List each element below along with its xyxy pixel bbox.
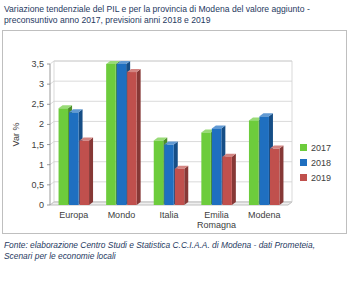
category-label-line: Europa [59, 210, 88, 220]
bar-side [137, 69, 141, 205]
bar-top [270, 146, 284, 149]
tick [47, 205, 50, 206]
bar-top [127, 69, 140, 72]
tick [47, 104, 50, 105]
tick [47, 184, 50, 185]
tick-label: 1 [39, 160, 44, 170]
bar [222, 157, 232, 205]
tick [47, 164, 50, 165]
category-label: Modena [248, 210, 281, 220]
bar [175, 169, 185, 205]
tick [47, 144, 50, 145]
category-label-line: Emilia [204, 210, 229, 220]
bar-top [212, 125, 226, 128]
bar-top [117, 61, 130, 64]
bar [201, 132, 211, 205]
category-label: Europa [59, 210, 88, 220]
category-label-line: Romagna [197, 220, 236, 230]
tick-label: 2,5 [31, 99, 44, 109]
tick-label: 2 [39, 119, 44, 129]
grid-line [50, 101, 292, 104]
bar [59, 108, 69, 205]
grid-line [50, 61, 292, 64]
bar-side [232, 154, 236, 205]
legend-label: 2018 [311, 158, 331, 168]
tick [47, 84, 50, 85]
tick [47, 64, 50, 65]
bar-side [89, 138, 93, 205]
legend-swatch [300, 144, 307, 151]
bar [69, 112, 79, 205]
tick-label: 0 [39, 200, 44, 210]
bars [59, 61, 284, 205]
bar [164, 145, 174, 205]
bar [154, 141, 164, 205]
legend-label: 2019 [311, 173, 331, 183]
legend-swatch [300, 159, 307, 166]
y-axis [50, 64, 51, 205]
grid-line [50, 81, 292, 84]
category-label: Italia [159, 210, 178, 220]
bar [106, 64, 116, 205]
bar-top [154, 138, 168, 141]
category-label: Mondo [108, 210, 136, 220]
bar-side [279, 146, 283, 205]
bar-top [259, 113, 273, 116]
category-label-line: Mondo [108, 210, 136, 220]
bar-top [69, 109, 83, 112]
bar [117, 64, 127, 205]
source: Fonte: elaborazione Centro Studi e Stati… [4, 240, 344, 262]
tick-label: 1,5 [31, 140, 44, 150]
chart: 0 0,5 1 1,5 2 2,5 3 3,5 Var % Europa Mondo Italia Em… [0, 0, 350, 284]
category-label: EmiliaRomagna [197, 210, 236, 230]
tick-label: 0,5 [31, 180, 44, 190]
tick-label: 3 [39, 79, 44, 89]
bar-top [59, 105, 73, 108]
page: {"chart_data": {"type": "bar", "title": … [0, 0, 350, 284]
chart-frame [3, 31, 347, 234]
bar-side [184, 166, 188, 205]
bar [80, 141, 90, 205]
bar [259, 116, 269, 205]
y-axis-label: Var % [11, 123, 21, 147]
title: Variazione tendenziale del PIL e per la … [4, 4, 334, 26]
tick [47, 124, 50, 125]
bar-top [222, 154, 236, 157]
bar [270, 149, 280, 205]
legend-label: 2017 [311, 143, 331, 153]
category-label-line: Italia [159, 210, 178, 220]
bar-top [175, 166, 189, 169]
category-label-line: Modena [248, 210, 281, 220]
bar [127, 72, 136, 205]
bar-top [80, 138, 94, 141]
legend-swatch [300, 174, 307, 181]
bar [212, 128, 222, 205]
bar-top [164, 142, 178, 145]
tick-label: 3,5 [31, 59, 44, 69]
bar [249, 120, 259, 205]
